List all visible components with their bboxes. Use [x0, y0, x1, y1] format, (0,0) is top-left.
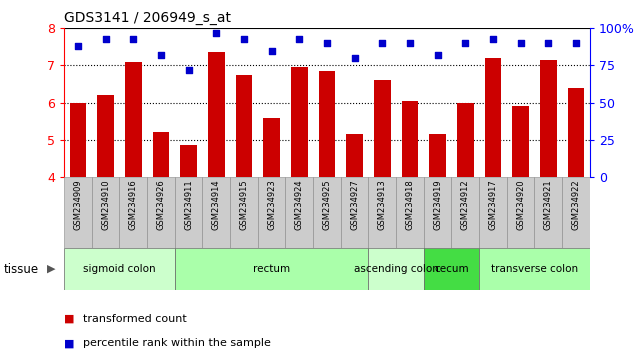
Text: GSM234911: GSM234911	[184, 179, 193, 230]
Bar	[180, 145, 197, 177]
Text: ■: ■	[64, 314, 74, 324]
Bar	[285, 177, 313, 248]
Bar	[396, 177, 424, 248]
Bar	[313, 177, 341, 248]
Bar	[540, 60, 556, 177]
Point	[267, 48, 277, 53]
Bar	[175, 177, 203, 248]
Text: GSM234917: GSM234917	[488, 179, 497, 230]
Bar	[64, 248, 175, 290]
Bar	[562, 177, 590, 248]
Bar	[125, 62, 142, 177]
Bar	[512, 106, 529, 177]
Text: GSM234916: GSM234916	[129, 179, 138, 230]
Text: ■: ■	[64, 338, 74, 348]
Text: GSM234923: GSM234923	[267, 179, 276, 230]
Bar	[402, 101, 418, 177]
Point	[377, 40, 387, 46]
Bar	[479, 177, 507, 248]
Text: rectum: rectum	[253, 264, 290, 274]
Text: tissue: tissue	[3, 263, 38, 275]
Bar	[203, 177, 230, 248]
Bar	[291, 67, 308, 177]
Bar	[341, 177, 369, 248]
Text: cecum: cecum	[434, 264, 469, 274]
Bar	[92, 177, 119, 248]
Bar	[258, 177, 285, 248]
Point	[183, 67, 194, 73]
Text: percentile rank within the sample: percentile rank within the sample	[83, 338, 271, 348]
Text: transformed count: transformed count	[83, 314, 187, 324]
Bar	[424, 177, 451, 248]
Bar	[147, 177, 175, 248]
Text: GSM234924: GSM234924	[295, 179, 304, 230]
Point	[433, 52, 443, 58]
Point	[128, 36, 138, 41]
Text: GSM234921: GSM234921	[544, 179, 553, 230]
Text: ▶: ▶	[47, 264, 55, 274]
Point	[156, 52, 166, 58]
Bar	[346, 134, 363, 177]
Point	[73, 43, 83, 49]
Text: GSM234910: GSM234910	[101, 179, 110, 230]
Text: GSM234913: GSM234913	[378, 179, 387, 230]
Bar	[535, 177, 562, 248]
Point	[239, 36, 249, 41]
Bar	[230, 177, 258, 248]
Bar	[175, 248, 369, 290]
Bar	[451, 177, 479, 248]
Bar	[70, 103, 87, 177]
Bar	[374, 80, 390, 177]
Point	[349, 55, 360, 61]
Bar	[153, 132, 169, 177]
Point	[101, 36, 111, 41]
Bar	[97, 95, 114, 177]
Text: GSM234912: GSM234912	[461, 179, 470, 230]
Text: GSM234909: GSM234909	[74, 179, 83, 230]
Bar	[208, 52, 224, 177]
Text: GSM234920: GSM234920	[516, 179, 525, 230]
Point	[322, 40, 332, 46]
Text: GSM234915: GSM234915	[240, 179, 249, 230]
Bar	[119, 177, 147, 248]
Text: GSM234919: GSM234919	[433, 179, 442, 230]
Bar	[319, 71, 335, 177]
Point	[515, 40, 526, 46]
Bar	[567, 88, 584, 177]
Bar	[457, 103, 474, 177]
Point	[570, 40, 581, 46]
Point	[488, 36, 498, 41]
Bar	[479, 248, 590, 290]
Bar	[485, 58, 501, 177]
Point	[543, 40, 553, 46]
Text: ascending colon: ascending colon	[354, 264, 438, 274]
Text: transverse colon: transverse colon	[491, 264, 578, 274]
Text: GSM234922: GSM234922	[571, 179, 580, 230]
Point	[211, 30, 221, 36]
Text: GDS3141 / 206949_s_at: GDS3141 / 206949_s_at	[64, 11, 231, 25]
Bar	[64, 177, 92, 248]
Text: sigmoid colon: sigmoid colon	[83, 264, 156, 274]
Point	[460, 40, 470, 46]
Text: GSM234927: GSM234927	[350, 179, 359, 230]
Text: GSM234914: GSM234914	[212, 179, 221, 230]
Point	[404, 40, 415, 46]
Text: GSM234925: GSM234925	[322, 179, 331, 230]
Text: GSM234918: GSM234918	[405, 179, 414, 230]
Bar	[429, 134, 446, 177]
Bar	[507, 177, 535, 248]
Bar	[424, 248, 479, 290]
Text: GSM234926: GSM234926	[156, 179, 165, 230]
Point	[294, 36, 304, 41]
Bar	[369, 248, 424, 290]
Bar	[369, 177, 396, 248]
Bar	[236, 75, 252, 177]
Bar	[263, 118, 280, 177]
